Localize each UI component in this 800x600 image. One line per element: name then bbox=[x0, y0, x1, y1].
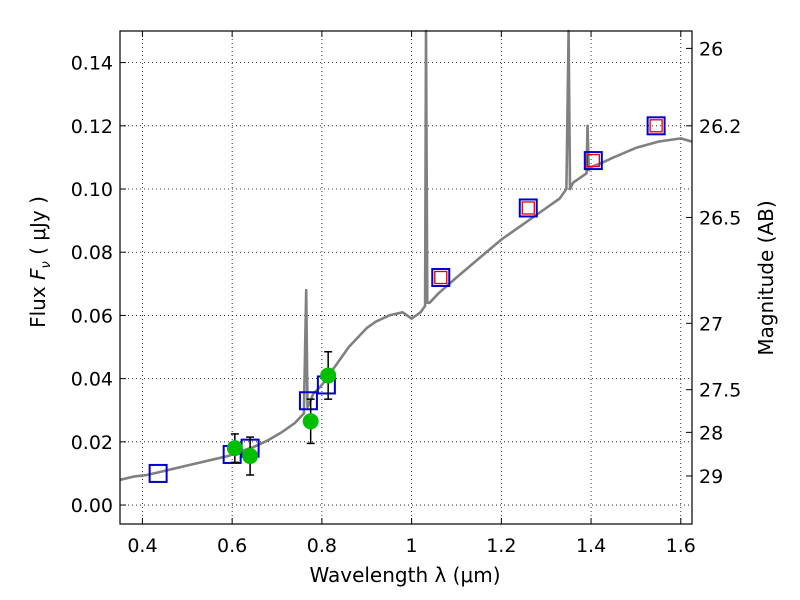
observed-photometry-point bbox=[226, 440, 243, 457]
y2-tick-label: 26 bbox=[699, 38, 723, 60]
model-photometry-inner-square bbox=[586, 153, 600, 168]
model-photometry-inner-square bbox=[434, 270, 448, 285]
x-tick-label: 0.8 bbox=[307, 535, 337, 557]
x-tick-label: 0.4 bbox=[127, 535, 157, 557]
y2-tick-label: 29 bbox=[699, 466, 723, 488]
model-spectrum-line bbox=[119, 29, 693, 482]
y2-tick-label: 27 bbox=[699, 313, 723, 335]
model-photometry-square bbox=[148, 463, 168, 483]
model-photometry-square bbox=[518, 198, 538, 218]
axis-ticks: 0.4 0.6 0.8 1 1.2 1.4 1.6 0.00 0.02 0.04 0.06 0.08 0… bbox=[71, 31, 741, 557]
y-tick-label: 0.00 bbox=[71, 495, 113, 517]
secondary-y-axis-label: Magnitude (AB) bbox=[754, 200, 778, 355]
y-tick-label: 0.12 bbox=[71, 116, 113, 138]
y-tick-label: 0.04 bbox=[71, 369, 113, 391]
y-tick-label: 0.14 bbox=[71, 53, 113, 75]
y2-tick-label: 28 bbox=[699, 422, 723, 444]
x-tick-label: 0.6 bbox=[217, 535, 247, 557]
x-tick-label: 1.6 bbox=[666, 535, 696, 557]
model-photometry-inner-square bbox=[649, 119, 663, 133]
y-axis-label: Flux Fν ( μJy ) bbox=[26, 196, 54, 328]
plot-frame bbox=[119, 30, 693, 525]
model-photometry-inner-square bbox=[521, 201, 535, 215]
y-tick-label: 0.02 bbox=[71, 432, 113, 454]
model-photometry-square bbox=[646, 116, 666, 136]
y-tick-label: 0.06 bbox=[71, 305, 113, 327]
x-tick-label: 1.2 bbox=[486, 535, 516, 557]
y2-tick-label: 27.5 bbox=[699, 380, 741, 402]
x-axis-label: Wavelength λ (μm) bbox=[309, 563, 500, 587]
observed-photometry-markers bbox=[226, 351, 337, 476]
model-photometry-square bbox=[431, 268, 451, 287]
y2-tick-label: 26.2 bbox=[699, 116, 741, 138]
observed-photometry-point bbox=[242, 448, 259, 465]
model-photometry-square bbox=[583, 151, 603, 171]
model-photometry-square bbox=[298, 391, 318, 411]
y2-tick-label: 26.5 bbox=[699, 207, 741, 229]
y-tick-label: 0.08 bbox=[71, 242, 113, 264]
model-spectrum bbox=[119, 29, 693, 482]
x-tick-label: 1 bbox=[406, 535, 418, 557]
observed-photometry-point bbox=[320, 367, 337, 384]
observed-photometry-point bbox=[302, 413, 319, 430]
grid-lines bbox=[120, 31, 692, 524]
x-tick-label: 1.4 bbox=[576, 535, 606, 557]
y-tick-label: 0.10 bbox=[71, 179, 113, 201]
